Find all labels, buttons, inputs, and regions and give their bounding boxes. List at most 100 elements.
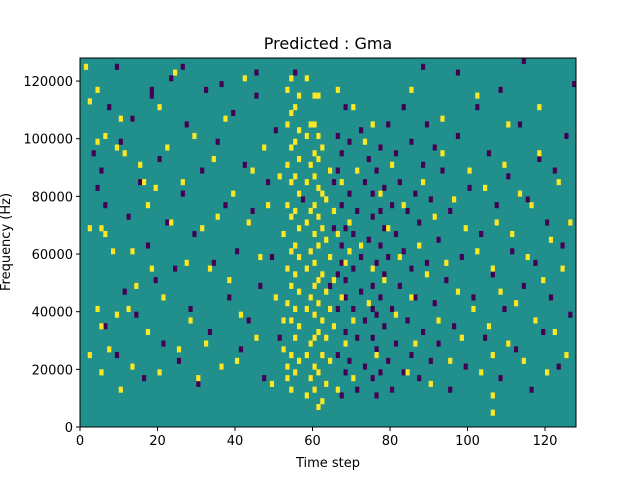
heatmap-cell-low: [397, 282, 402, 289]
heatmap-cell-high: [316, 328, 321, 336]
heatmap-cell-high: [486, 323, 492, 330]
heatmap-cell-low: [114, 352, 120, 359]
heatmap-cell-high: [335, 386, 340, 393]
heatmap-cell-low: [355, 207, 360, 214]
heatmap-cell-low: [118, 138, 123, 145]
heatmap-cell-high: [347, 219, 352, 226]
heatmap-cell-low: [99, 167, 104, 174]
heatmap-cell-high: [316, 403, 321, 411]
heatmap-cell-low: [180, 190, 185, 197]
heatmap-cell-high: [440, 115, 445, 122]
y-tick-label: 100000: [23, 133, 73, 148]
heatmap-cell-low: [378, 369, 383, 376]
heatmap-cell-high: [153, 184, 158, 191]
heatmap-cell-low: [134, 311, 139, 318]
heatmap-cell-high: [149, 265, 154, 272]
heatmap-cell-high: [289, 248, 294, 255]
heatmap-cell-low: [421, 328, 426, 336]
heatmap-cell-low: [339, 392, 344, 399]
heatmap-cell-high: [145, 202, 151, 209]
heatmap-cell-high: [242, 75, 247, 82]
heatmap-cell-low: [386, 121, 391, 128]
heatmap-cell-high: [351, 317, 356, 324]
heatmap-cell-low: [521, 58, 526, 65]
heatmap-cell-low: [339, 150, 344, 157]
heatmap-cell-high: [374, 352, 379, 359]
heatmap-cell-high: [281, 230, 286, 238]
heatmap-cell-low: [347, 357, 352, 364]
heatmap-cell-low: [424, 121, 430, 128]
heatmap-cell-low: [401, 248, 406, 255]
heatmap-cell-high: [320, 271, 325, 278]
heatmap-cell-low: [374, 311, 379, 318]
heatmap-cell-high: [362, 138, 368, 145]
heatmap-cell-high: [316, 184, 321, 191]
heatmap-cell-high: [483, 184, 488, 191]
heatmap-cell-high: [324, 380, 329, 387]
heatmap-cell-high: [99, 369, 104, 376]
heatmap-cell-high: [351, 375, 356, 382]
heatmap-cell-low: [564, 132, 569, 140]
x-tick-label: 80: [382, 434, 399, 449]
heatmap-cell-low: [382, 184, 387, 191]
heatmap-cell-high: [142, 179, 147, 186]
heatmap-cell-low: [149, 86, 154, 93]
heatmap-cell-high: [196, 375, 201, 382]
heatmap-cell-low: [347, 190, 352, 197]
heatmap-cell-high: [521, 357, 526, 364]
y-tick-label: 120000: [23, 75, 73, 90]
heatmap-cell-low: [413, 294, 418, 301]
heatmap-cell-low: [393, 230, 399, 238]
heatmap-cell-low: [448, 386, 453, 393]
heatmap-cell-high: [308, 375, 313, 382]
heatmap-cell-high: [95, 138, 100, 145]
heatmap-cell-high: [161, 294, 166, 301]
heatmap-cell-high: [289, 282, 294, 289]
heatmap-cell-low: [556, 363, 561, 370]
heatmap-cell-low: [273, 127, 278, 134]
heatmap-cell-low: [498, 375, 503, 382]
heatmap-cell-high: [475, 248, 480, 255]
heatmap-cell-low: [514, 346, 519, 353]
heatmap-cell-low: [479, 230, 484, 238]
heatmap-cell-high: [238, 311, 244, 318]
x-tick-label: 100: [455, 434, 480, 449]
heatmap-cell-high: [490, 352, 495, 359]
heatmap-cell-high: [250, 167, 255, 174]
heatmap-cell-high: [401, 202, 406, 209]
heatmap-cell-high: [328, 305, 333, 312]
heatmap-cell-high: [525, 254, 530, 261]
heatmap-cell-high: [285, 265, 290, 272]
heatmap-cell-high: [498, 288, 503, 295]
heatmap-cell-low: [258, 282, 263, 289]
heatmap-cell-high: [200, 225, 205, 232]
heatmap-cell-high: [188, 317, 193, 324]
heatmap-cell-high: [134, 282, 139, 289]
heatmap-cell-high: [506, 121, 511, 128]
y-tick-label: 20000: [32, 363, 73, 378]
heatmap-cell-high: [227, 277, 232, 284]
heatmap-cell-high: [173, 69, 178, 76]
heatmap-cell-low: [409, 352, 414, 359]
heatmap-cell-low: [126, 213, 131, 220]
heatmap-cell-high: [308, 340, 313, 347]
heatmap-cell-low: [262, 375, 267, 382]
heatmap-cell-low: [359, 127, 364, 134]
heatmap-cell-low: [266, 179, 271, 186]
heatmap-cell-low: [421, 63, 426, 70]
heatmap-cell-high: [289, 144, 294, 151]
heatmap-cell-high: [285, 161, 290, 168]
heatmap-cell-high: [293, 271, 298, 278]
heatmap-cell-low: [409, 265, 414, 272]
heatmap-cell-low: [359, 288, 364, 295]
heatmap-cell-low: [359, 254, 364, 261]
heatmap-cell-low: [417, 219, 422, 226]
heatmap-cell-high: [95, 86, 100, 93]
heatmap-cell-high: [204, 340, 209, 347]
heatmap-cell-low: [328, 282, 333, 289]
heatmap-cell-high: [312, 173, 317, 180]
heatmap-cell-high: [386, 225, 391, 232]
heatmap-cell-low: [355, 386, 360, 393]
heatmap-cell-low: [498, 86, 503, 93]
heatmap-cell-low: [370, 375, 375, 382]
